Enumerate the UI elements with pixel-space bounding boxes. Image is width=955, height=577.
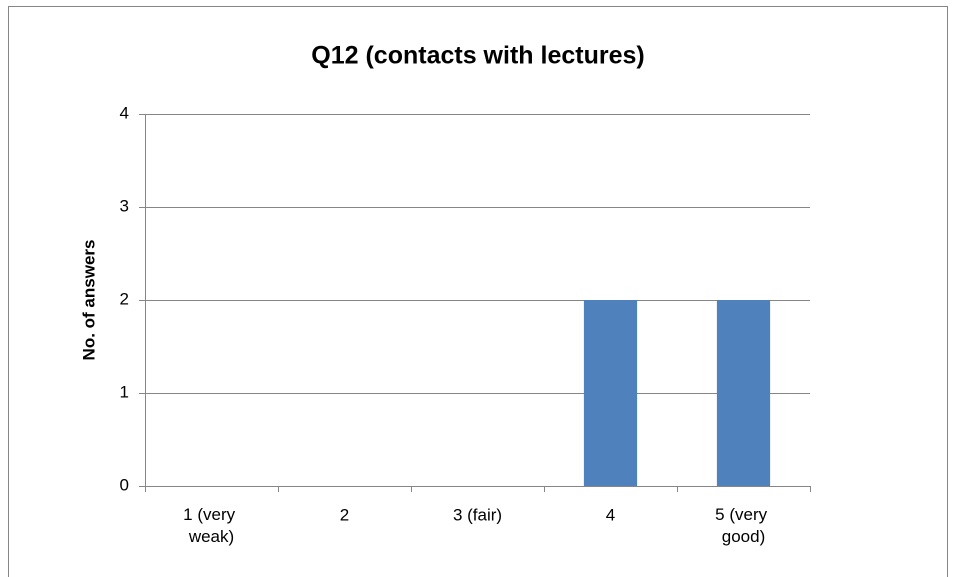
x-tick-label: 3 (fair)	[453, 505, 502, 524]
bar	[583, 300, 638, 486]
y-tick-label: 3	[120, 196, 129, 215]
y-tick-label: 1	[120, 382, 129, 401]
y-axis-label: No. of answers	[79, 240, 98, 361]
x-tick-label: 2	[340, 505, 349, 524]
y-tick-label: 4	[120, 103, 129, 122]
x-tick-label: 4	[606, 505, 615, 524]
y-tick-label: 2	[120, 289, 129, 308]
bar	[716, 300, 771, 486]
chart-title: Q12 (contacts with lectures)	[311, 42, 644, 70]
y-tick-label: 0	[120, 475, 129, 494]
x-tick-label: 1 (very weak)	[183, 505, 240, 546]
x-tick-label: 5 (very good)	[715, 505, 772, 546]
chart-border	[8, 6, 948, 577]
